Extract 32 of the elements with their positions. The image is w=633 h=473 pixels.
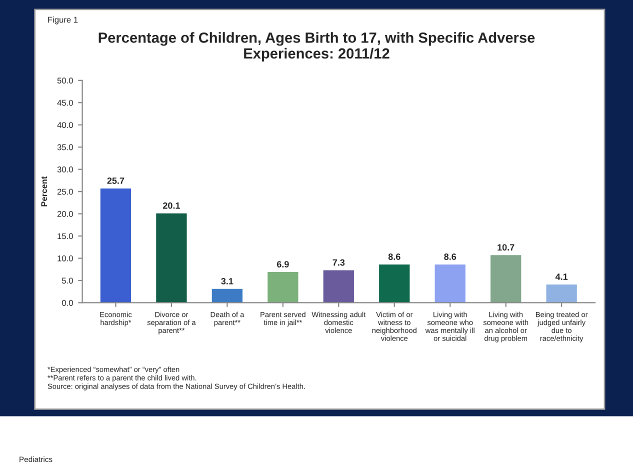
bar — [323, 270, 354, 303]
bar — [490, 255, 522, 303]
bar — [156, 213, 187, 303]
y-tick-label: 30.0 — [57, 166, 73, 172]
y-tick-label: 0.0 — [62, 300, 73, 306]
data-label: 6.9 — [276, 261, 289, 268]
data-label: 8.6 — [444, 254, 456, 260]
y-tick-label: 50.0 — [57, 78, 73, 84]
y-tick-label: 25.0 — [57, 188, 73, 195]
y-axis-title: Percent — [41, 176, 48, 206]
data-label: 3.1 — [221, 278, 234, 284]
y-tick-label: 15.0 — [58, 233, 73, 240]
caption: Figure 1 — [48, 16, 78, 24]
bar — [268, 272, 298, 303]
bar — [434, 264, 466, 303]
bar — [546, 284, 577, 303]
y-tick-label: 40.0 — [57, 122, 73, 128]
y-tick-label: 20.0 — [57, 210, 73, 217]
y-tick-label: 10.0 — [58, 255, 73, 262]
y-tick-label: 45.0 — [57, 100, 73, 106]
data-label: 8.6 — [388, 254, 400, 260]
data-label: 4.1 — [555, 274, 568, 280]
data-label: 20.1 — [162, 202, 180, 209]
data-label: 10.7 — [498, 244, 514, 251]
bar — [100, 188, 132, 303]
y-tick-label: 5.0 — [62, 278, 73, 284]
chart-title: Percentage of Children, Ages Birth to 17, with Specific Adverse Experiences: 2011/12 — [98, 32, 535, 62]
data-label: 25.7 — [107, 178, 124, 184]
bar — [379, 264, 410, 303]
y-tick-label: 35.0 — [57, 144, 73, 150]
bar — [212, 288, 243, 303]
data-label: 7.3 — [332, 259, 345, 266]
